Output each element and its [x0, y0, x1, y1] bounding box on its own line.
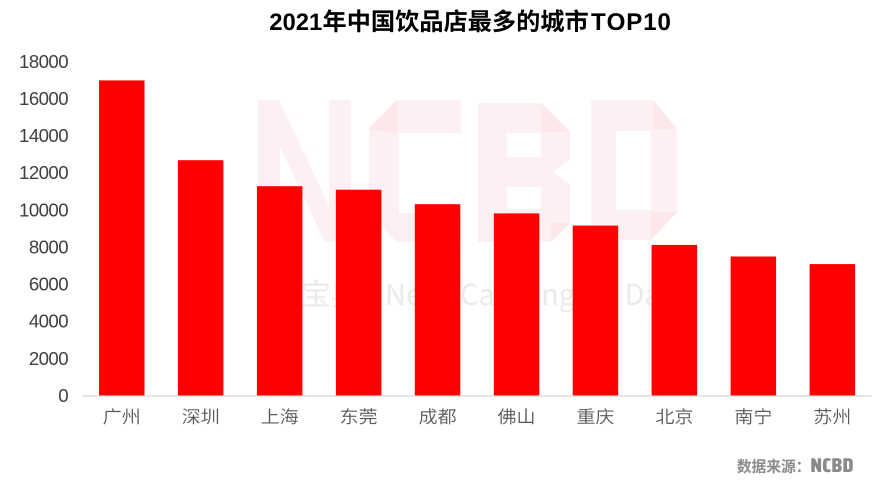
svg-text:18000: 18000 — [19, 51, 68, 72]
svg-text:2000: 2000 — [29, 348, 68, 369]
svg-text:4000: 4000 — [29, 311, 68, 332]
svg-text:10000: 10000 — [19, 199, 68, 220]
svg-text:16000: 16000 — [19, 88, 68, 109]
svg-text:0: 0 — [58, 385, 68, 406]
svg-text:8000: 8000 — [29, 237, 68, 258]
svg-text:14000: 14000 — [19, 125, 68, 146]
svg-text:6000: 6000 — [29, 274, 68, 295]
svg-text:12000: 12000 — [19, 162, 68, 183]
